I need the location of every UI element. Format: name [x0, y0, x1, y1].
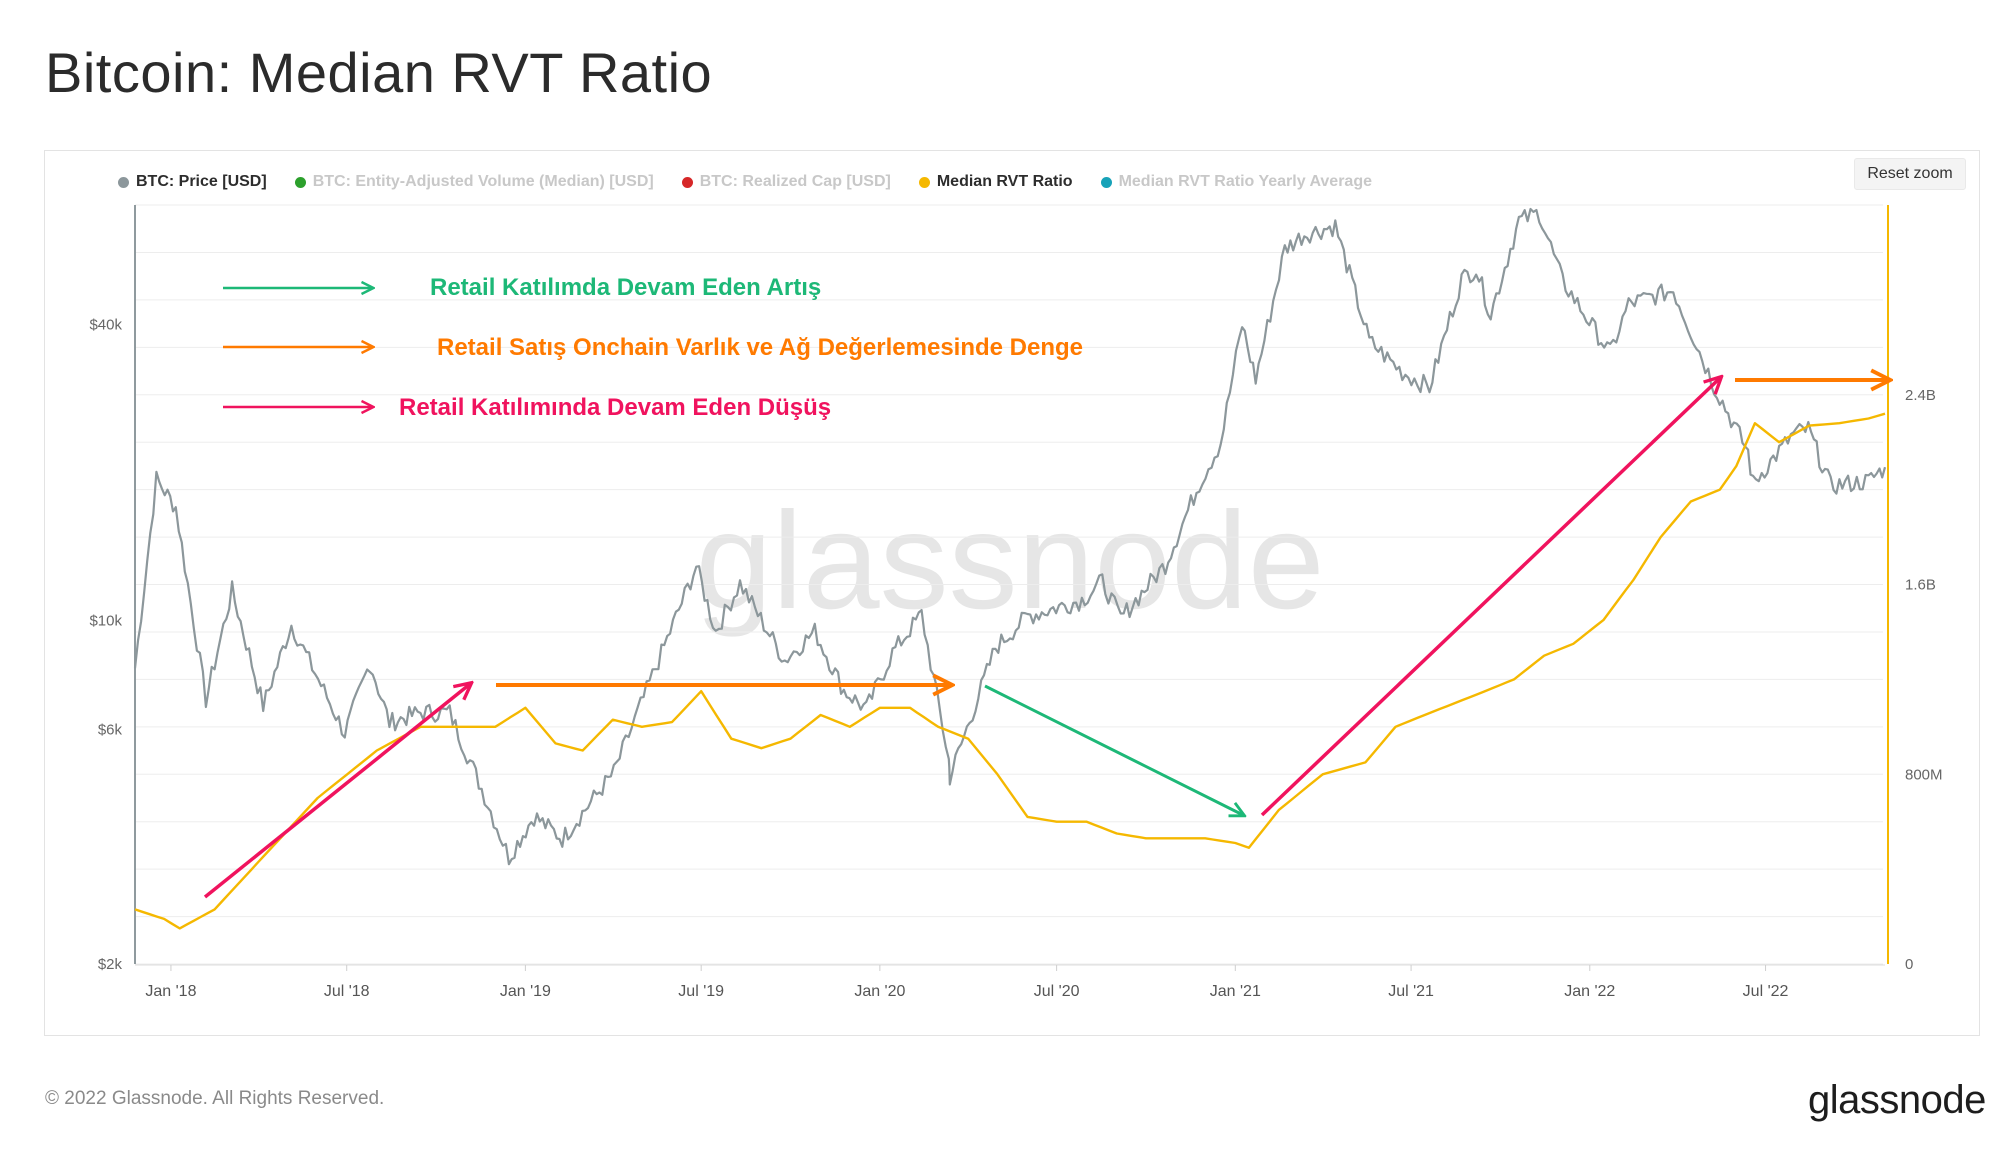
chart-frame [44, 150, 1980, 1036]
legend-item-entity-volume[interactable]: BTC: Entity-Adjusted Volume (Median) [US… [294, 173, 654, 191]
series-line-median-rvt [134, 412, 1886, 930]
y-left-tick-label: $2k [98, 956, 123, 973]
trend-arrow-pink-1 [203, 684, 470, 899]
legend-dot-icon [1100, 176, 1112, 188]
y-right-tick-label: 2.4B [1905, 387, 1936, 404]
x-tick-label: Jan '22 [1564, 983, 1615, 1000]
y-left-tick-label: $10k [89, 612, 122, 629]
x-tick-label: Jan '18 [145, 983, 196, 1000]
annotation-label-balance: Retail Satış Onchain Varlık ve Ağ Değerl… [437, 334, 1083, 361]
legend-label: BTC: Realized Cap [USD] [699, 173, 891, 190]
annotation-label-decrease: Retail Katılımında Devam Eden Düşüş [399, 394, 831, 421]
x-tick-label: Jan '19 [500, 983, 551, 1000]
x-tick-label: Jul '21 [1388, 983, 1434, 1000]
y-right-tick-label: 0 [1905, 956, 1913, 973]
y-right-tick-label: 1.6B [1905, 577, 1936, 594]
trend-arrow-green [984, 684, 1243, 815]
trend-arrow-pink-2 [1260, 378, 1720, 817]
x-tick-label: Jan '20 [854, 983, 905, 1000]
y-right-tick-label: 800M [1905, 766, 1943, 783]
chart-legend: BTC: Price [USD] BTC: Entity-Adjusted Vo… [118, 170, 1372, 194]
legend-item-rvt-yearly-average[interactable]: Median RVT Ratio Yearly Average [1100, 173, 1372, 191]
x-tick-label: Jul '20 [1034, 983, 1080, 1000]
y-left-tick-label: $6k [98, 721, 123, 738]
legend-label: BTC: Entity-Adjusted Volume (Median) [US… [312, 173, 654, 190]
x-tick-label: Jul '18 [324, 983, 370, 1000]
legend-dot-icon [918, 176, 930, 188]
x-tick-label: Jan '21 [1210, 983, 1261, 1000]
reset-zoom-button[interactable]: Reset zoom [1854, 158, 1966, 190]
legend-dot-icon [118, 176, 129, 188]
series-line-btc-price [133, 207, 1887, 866]
y-left-tick-label: $40k [89, 316, 122, 333]
page-title: Bitcoin: Median RVT Ratio [45, 41, 713, 104]
x-tick-label: Jul '22 [1743, 983, 1789, 1000]
glassnode-logo: glassnode [1808, 1078, 1986, 1122]
legend-label: Median RVT Ratio [936, 173, 1073, 190]
legend-item-median-rvt[interactable]: Median RVT Ratio [918, 173, 1073, 191]
legend-item-realized-cap[interactable]: BTC: Realized Cap [USD] [681, 173, 891, 191]
legend-label: BTC: Price [USD] [136, 173, 267, 190]
legend-dot-icon [294, 176, 306, 188]
legend-item-btc-price[interactable]: BTC: Price [USD] [118, 173, 267, 191]
annotation-label-increase: Retail Katılımda Devam Eden Artış [430, 274, 821, 301]
copyright-text: © 2022 Glassnode. All Rights Reserved. [45, 1088, 385, 1109]
watermark-text: glassnode [695, 484, 1324, 638]
legend-dot-icon [681, 176, 693, 188]
x-tick-label: Jul '19 [678, 983, 724, 1000]
legend-label: Median RVT Ratio Yearly Average [1118, 173, 1372, 190]
